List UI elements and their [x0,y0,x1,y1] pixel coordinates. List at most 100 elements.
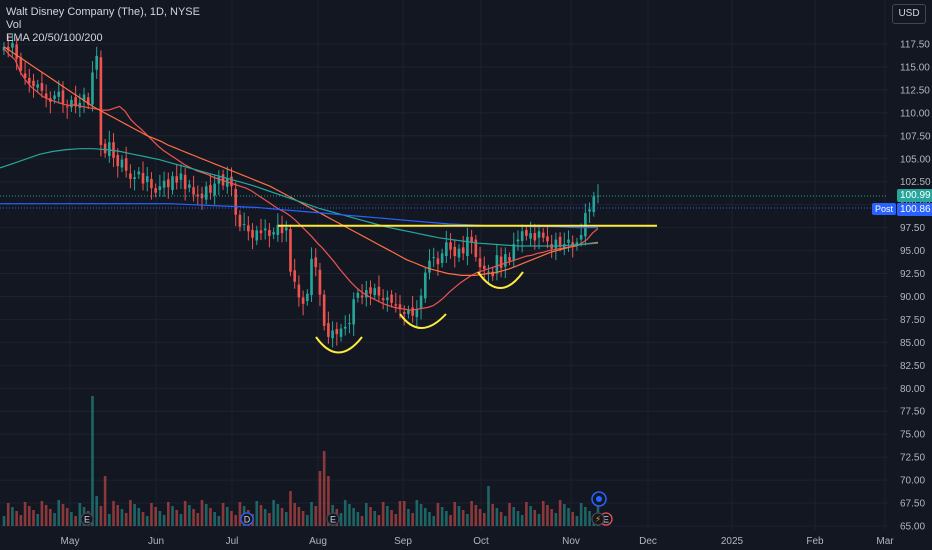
candle-body [150,178,153,189]
volume-bar [70,512,73,526]
candle-body [352,299,355,325]
y-tick-label: 90.00 [900,292,925,303]
volume-bar [217,516,221,526]
candle-body [78,102,82,108]
candle-body [310,258,313,296]
candle-body [36,84,40,88]
volume-bar [40,501,44,526]
event-marker-label: D [244,515,251,525]
candle-body [571,242,575,246]
candle-body [230,176,233,187]
lightning-icon: ⚡ [595,515,601,525]
volume-bar [166,502,170,526]
volume-bar [478,509,482,526]
volume-bar [449,515,452,526]
candle-body [407,310,410,314]
candle-body [192,187,195,195]
volume-bar [255,501,259,526]
candle-body [188,184,191,188]
candle-body [445,242,448,257]
volume-bar [188,505,191,526]
y-tick-label: 110.00 [900,108,930,119]
volume-bar [516,511,520,526]
candle-body [145,176,149,183]
candle-body [263,228,267,231]
volume-bar [584,507,587,526]
pattern-arc [399,313,447,329]
volume-bar [306,515,309,526]
x-tick-label: May [61,536,80,547]
candle-body [415,309,419,318]
candle-body [584,212,587,237]
volume-bar [339,513,343,526]
candle-body [301,297,305,304]
volume-bar [508,503,511,526]
volume-bar [91,396,94,526]
candle-body [120,159,124,168]
volume-bar [348,504,351,526]
candle-body [314,257,318,268]
post-price-tag: 100.86 [897,203,932,216]
volume-bar [162,515,166,526]
event-marker [80,512,94,526]
y-tick-label: 85.00 [900,338,925,349]
volume-bar [373,511,377,526]
candle-body [567,239,570,243]
volume-bar [141,512,145,526]
x-tick-label: 2025 [721,536,744,547]
y-tick-label: 82.50 [900,361,925,372]
candle-body [322,294,326,326]
candle-body [453,246,457,257]
y-tick-label: 102.50 [900,177,931,188]
candle-body [116,155,120,167]
volume-bar [327,476,330,526]
currency-button[interactable]: USD [892,4,926,24]
event-marker-label: E [330,515,336,525]
candle-body [541,232,545,238]
candle-body [91,72,94,105]
candle-body [158,186,162,190]
candle-body [171,176,174,190]
x-tick-label: Jun [148,536,164,547]
volume-bar [520,515,524,526]
x-tick-label: Dec [639,536,657,547]
x-tick-label: Nov [562,536,580,547]
legend-title: Walt Disney Company (The), 1D, NYSE [6,6,200,18]
volume-bar [112,501,115,526]
candle-body [61,90,65,104]
volume-bar [133,504,136,526]
volume-bar [137,508,141,526]
candle-body [82,94,86,102]
x-tick-label: Oct [473,536,489,547]
candle-body [284,227,288,231]
volume-bar [209,508,212,526]
candle-body [554,239,558,249]
volume-bar [293,503,296,526]
volume-bar [377,515,381,526]
volume-bar [419,504,423,526]
y-tick-label: 97.50 [900,223,925,234]
candle-body [381,298,385,301]
candle-body [280,224,284,234]
volume-bar [541,501,545,526]
candle-body [579,234,583,240]
volume-bar [2,516,6,526]
candle-body [508,256,511,261]
candle-body [154,188,157,193]
candle-body [474,239,478,257]
volume-bar [525,502,528,526]
candle-body [293,270,296,282]
candle-body [19,57,23,71]
y-tick-label: 105.00 [900,154,931,165]
volume-bar [280,508,284,526]
candle-body [289,228,292,272]
candle-body [162,180,166,188]
candle-body [343,326,347,329]
volume-bar [95,496,98,526]
volume-bar [461,510,465,526]
volume-bar [445,511,448,526]
volume-bar [423,508,427,526]
candle-body [23,73,27,78]
y-tick-label: 92.50 [900,269,925,280]
